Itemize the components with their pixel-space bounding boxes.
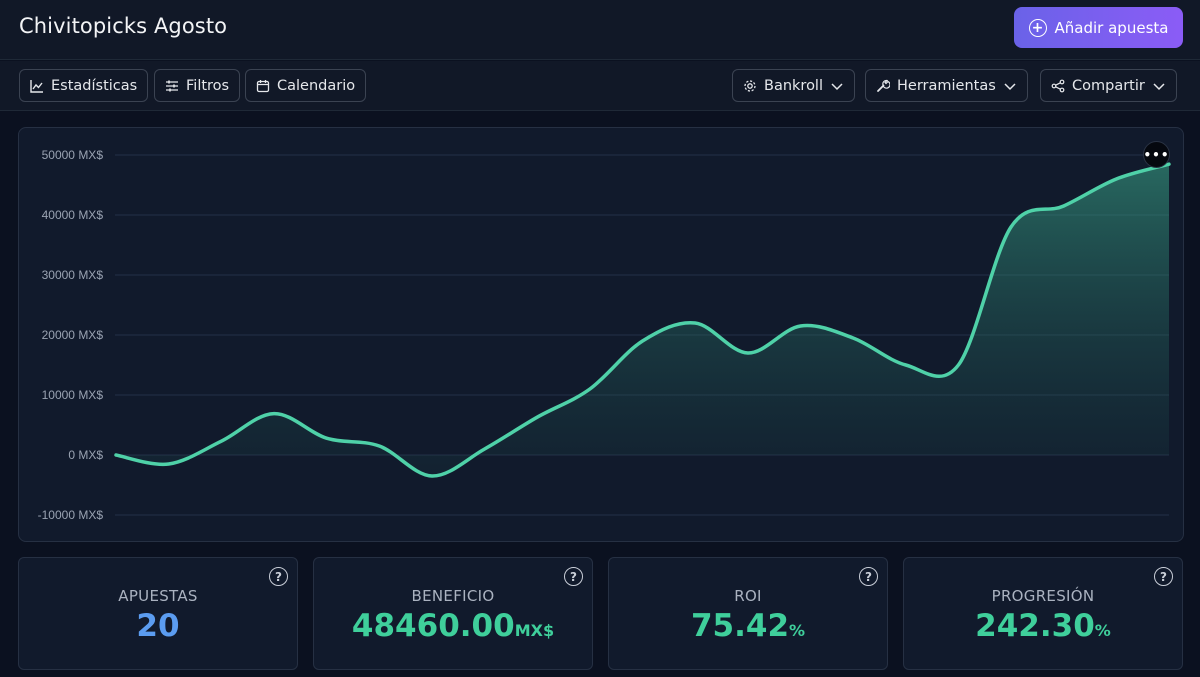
chevron-down-icon: [1004, 82, 1016, 90]
y-tick-label: 0 MX$: [68, 448, 103, 462]
chevron-down-icon: [831, 82, 843, 90]
chart-svg: 50000 MX$ 40000 MX$ 30000 MX$ 20000 MX$ 1000…: [38, 148, 1171, 522]
stat-unit: %: [1094, 621, 1111, 640]
bankroll-dropdown[interactable]: Bankroll: [732, 69, 855, 102]
stat-card-roi: ? ROI 75.42%: [608, 557, 888, 670]
y-tick-label: 40000 MX$: [42, 208, 104, 222]
series-area: [116, 164, 1169, 477]
stat-value: 242.30%: [904, 608, 1182, 644]
stat-unit: %: [789, 621, 806, 640]
filters-label: Filtros: [186, 77, 230, 94]
stat-number: 48460.00: [351, 608, 515, 644]
help-icon[interactable]: ?: [1154, 567, 1173, 586]
add-bet-label: Añadir apuesta: [1054, 18, 1169, 37]
stat-card-progression: ? PROGRESIÓN 242.30%: [903, 557, 1183, 670]
series-line: [114, 162, 1171, 478]
y-tick-label: 20000 MX$: [42, 328, 104, 342]
stats-button[interactable]: Estadísticas: [19, 69, 149, 102]
y-tick-label: -10000 MX$: [38, 508, 104, 522]
tools-dropdown[interactable]: Herramientas: [865, 69, 1028, 102]
stat-card-profit: ? BENEFICIO 48460.00MX$: [313, 557, 593, 670]
stat-label: APUESTAS: [118, 587, 198, 605]
calendar-label: Calendario: [277, 77, 356, 94]
stat-unit: MX$: [514, 621, 555, 640]
calendar-icon: [256, 79, 270, 92]
stat-card-bets: ? APUESTAS 20: [18, 557, 298, 670]
help-icon[interactable]: ?: [269, 567, 288, 586]
wrench-icon: [877, 79, 890, 92]
stat-number: 20: [136, 608, 180, 644]
share-label: Compartir: [1072, 77, 1145, 94]
stat-number: 75.42: [690, 608, 790, 644]
share-icon: [1051, 79, 1065, 92]
stat-label: ROI: [734, 587, 762, 605]
bankroll-chart: 50000 MX$ 40000 MX$ 30000 MX$ 20000 MX$ 1000…: [18, 127, 1184, 542]
y-tick-label: 30000 MX$: [42, 268, 104, 282]
help-icon[interactable]: ?: [564, 567, 583, 586]
y-tick-label: 50000 MX$: [42, 148, 104, 162]
plus-circle-icon: +: [1028, 18, 1047, 37]
toolbar: Estadísticas Filtros Calendario Bankroll…: [0, 61, 1200, 111]
sliders-icon: [166, 80, 178, 91]
share-dropdown[interactable]: Compartir: [1040, 69, 1177, 102]
stat-value: 20: [19, 608, 297, 644]
add-bet-button[interactable]: + Añadir apuesta: [1014, 7, 1183, 48]
filters-button[interactable]: Filtros: [154, 69, 241, 102]
y-tick-label: 10000 MX$: [42, 388, 104, 402]
bankroll-label: Bankroll: [764, 77, 823, 94]
help-icon[interactable]: ?: [859, 567, 878, 586]
gear-icon: [744, 79, 756, 92]
tools-label: Herramientas: [897, 77, 996, 94]
stats-label: Estadísticas: [51, 77, 138, 94]
line-chart-icon: [30, 79, 43, 93]
chevron-down-icon: [1153, 82, 1165, 90]
stat-value: 48460.00MX$: [314, 608, 592, 644]
calendar-button[interactable]: Calendario: [245, 69, 367, 102]
stat-label: BENEFICIO: [411, 587, 495, 605]
stat-label: PROGRESIÓN: [991, 587, 1095, 605]
top-header: Chivitopicks Agosto + Añadir apuesta: [0, 0, 1200, 60]
stat-value: 75.42%: [609, 608, 887, 644]
stat-number: 242.30: [975, 608, 1095, 644]
page-title: Chivitopicks Agosto: [19, 14, 228, 38]
chart-more-options-button[interactable]: •••: [1143, 141, 1170, 168]
